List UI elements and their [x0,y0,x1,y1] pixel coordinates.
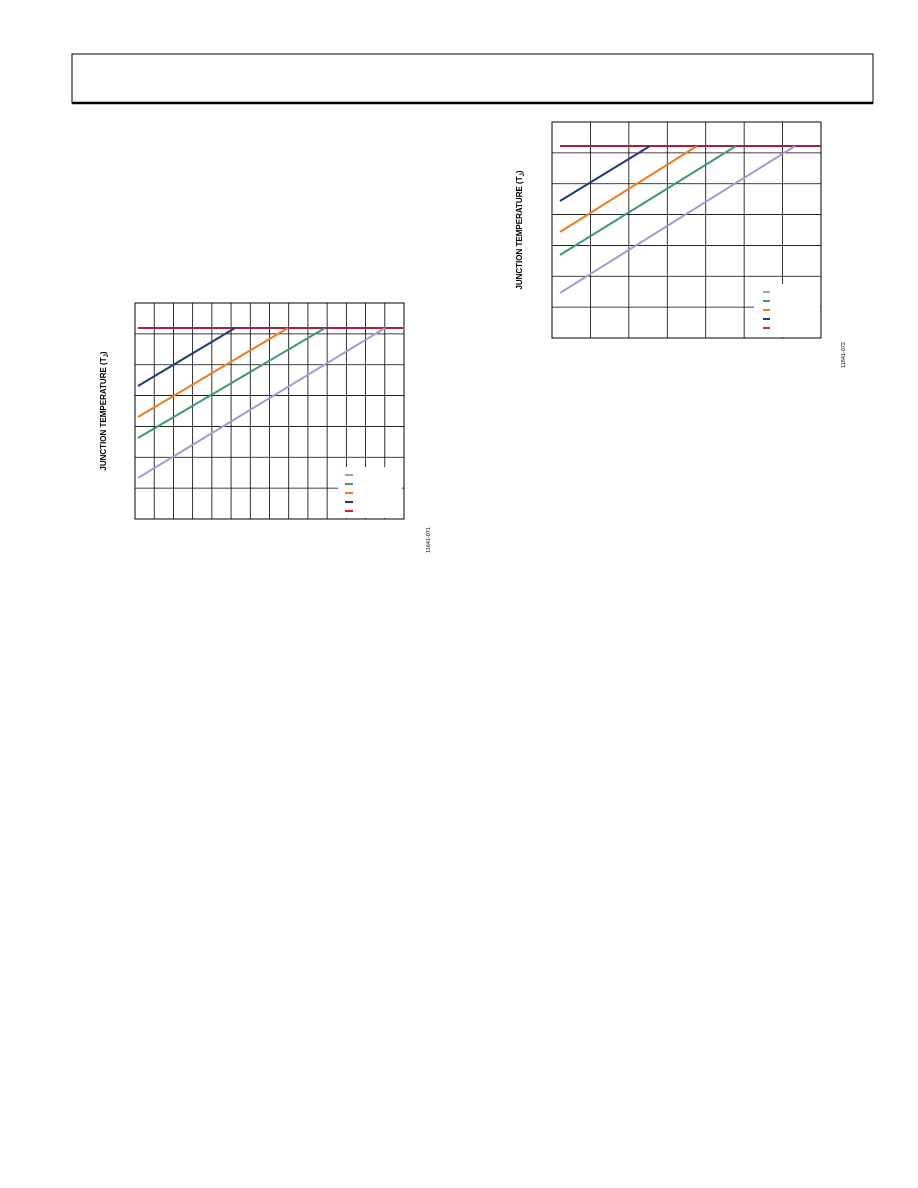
label-close: ) [515,170,524,173]
curve-line [137,327,386,479]
header-box [71,53,874,104]
figure-id: 11641-071 [426,527,432,553]
label-close: ) [99,351,108,354]
legend [763,291,770,329]
curve-line [559,145,698,233]
curve-line [137,327,289,418]
figure-1: JUNCTION TEMPERATURE (TJ) 11641-071 [99,302,432,553]
curve-line [559,145,651,202]
y-axis-label: JUNCTION TEMPERATURE (TJ) [515,170,526,290]
legend [345,474,353,512]
y-axis-label: JUNCTION TEMPERATURE (TJ) [99,351,110,471]
label-text: JUNCTION TEMPERATURE (T [515,176,524,289]
curve-line [559,145,796,294]
label-subscript: J [520,173,526,176]
curve-line [137,327,326,439]
label-subscript: J [104,354,110,357]
curve-line [559,145,737,256]
plot-frame [134,302,405,520]
plot-frame [551,121,822,339]
figure-2: JUNCTION TEMPERATURE (TJ) 11641-072 [515,121,847,368]
curve-line [137,327,236,387]
label-text: JUNCTION TEMPERATURE (T [99,357,108,470]
figure-id: 11641-072 [841,342,847,368]
